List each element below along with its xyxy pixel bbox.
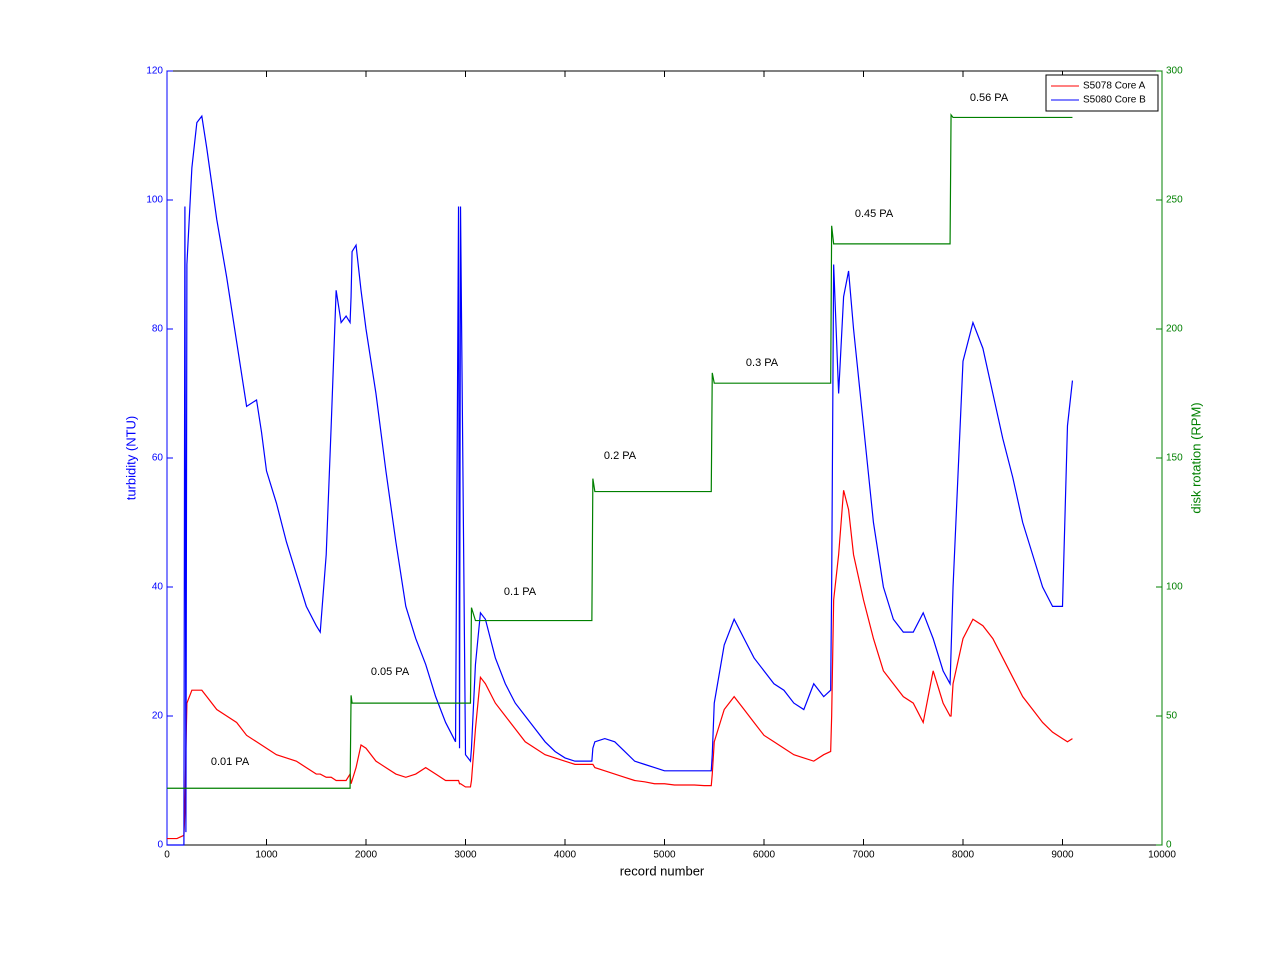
y2-tick-label: 200 [1166,324,1183,335]
x-tick-label: 8000 [952,850,975,861]
series-line [167,113,1073,789]
y-tick-label: 120 [146,66,163,77]
annotation: 0.56 PA [970,92,1009,104]
x-tick-label: 5000 [653,850,676,861]
y-tick-label: 80 [152,324,164,335]
x-tick-label: 3000 [454,850,477,861]
annotation: 0.05 PA [371,666,410,678]
y-tick-label: 40 [152,582,164,593]
annotation: 0.45 PA [855,208,894,220]
x-tick-label: 2000 [355,850,378,861]
annotation: 0.1 PA [504,586,537,598]
x-tick-label: 4000 [554,850,577,861]
y-axis-label: turbidity (NTU) [123,416,138,501]
x-tick-label: 0 [164,850,170,861]
annotation: 0.3 PA [746,357,779,369]
y-tick-label: 60 [152,453,164,464]
x-axis-label: record number [620,863,705,878]
legend-box [1045,74,1159,112]
y-tick-label: 100 [146,195,163,206]
x-tick-label: 9000 [1051,850,1074,861]
series-line [167,490,1073,840]
legend-label: S5078 Core A [1083,81,1146,92]
plot-area [166,70,1163,846]
y2-tick-label: 300 [1166,66,1183,77]
x-tick-label: 10000 [1148,850,1176,861]
y2-axis-label: disk rotation (RPM) [1188,402,1203,513]
annotation: 0.01 PA [211,756,250,768]
x-tick-label: 6000 [753,850,776,861]
y2-tick-label: 50 [1166,711,1178,722]
y-tick-label: 0 [157,840,163,851]
y2-tick-label: 150 [1166,453,1183,464]
y2-tick-label: 250 [1166,195,1183,206]
y2-tick-label: 0 [1166,840,1172,851]
y-tick-label: 20 [152,711,164,722]
legend-label: S5080 Core B [1083,95,1146,106]
x-tick-label: 7000 [852,850,875,861]
y2-tick-label: 100 [1166,582,1183,593]
series-line [167,114,1074,846]
x-tick-label: 1000 [255,850,278,861]
annotation: 0.2 PA [604,450,637,462]
